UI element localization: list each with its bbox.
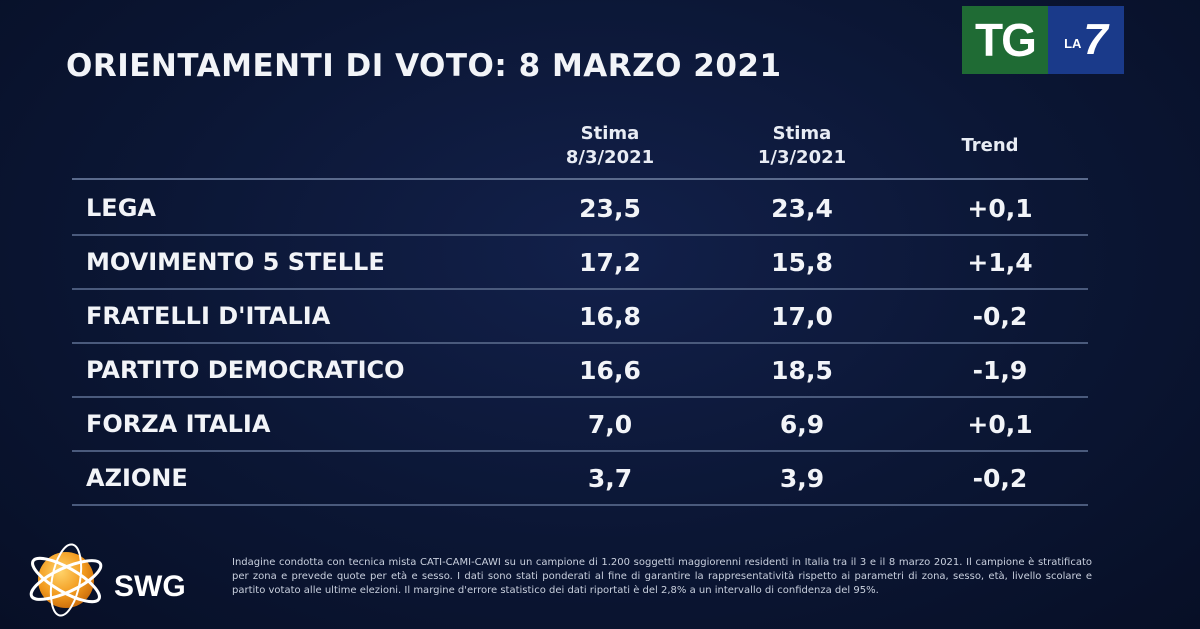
tg-la7-logo: TG LA 7 xyxy=(962,6,1124,74)
la7-logo-mark: LA 7 xyxy=(1048,6,1124,74)
value-stima-8-3: 17,2 xyxy=(579,248,641,277)
value-trend: -1,9 xyxy=(972,356,1028,385)
value-stima-8-3: 16,8 xyxy=(579,302,641,331)
swg-logo-text: SWG xyxy=(114,570,186,603)
table-row: FORZA ITALIA 7,0 6,9 +0,1 xyxy=(72,398,1088,452)
value-stima-1-3: 18,5 xyxy=(771,356,833,385)
value-stima-1-3: 15,8 xyxy=(771,248,833,277)
party-name: MOVIMENTO 5 STELLE xyxy=(86,248,385,276)
value-stima-8-3: 23,5 xyxy=(579,194,641,223)
la-logo-text: LA xyxy=(1064,35,1082,51)
header-divider xyxy=(72,178,1088,180)
value-stima-1-3: 3,9 xyxy=(779,464,825,493)
value-stima-8-3: 7,0 xyxy=(587,410,633,439)
table-row: MOVIMENTO 5 STELLE 17,2 15,8 +1,4 xyxy=(72,236,1088,290)
value-trend: +1,4 xyxy=(967,248,1033,277)
column-header-line1: Stima xyxy=(772,123,832,144)
value-trend: +0,1 xyxy=(967,410,1033,439)
value-stima-8-3: 16,6 xyxy=(579,356,641,385)
value-trend: +0,1 xyxy=(967,194,1033,223)
value-stima-1-3: 17,0 xyxy=(771,302,833,331)
column-header-line2: 1/3/2021 xyxy=(757,147,847,168)
table-row: AZIONE 3,7 3,9 -0,2 xyxy=(72,452,1088,506)
seven-logo-text: 7 xyxy=(1083,15,1108,64)
column-header-stima-1-3: Stima 1/3/2021 xyxy=(712,122,892,170)
value-trend: -0,2 xyxy=(972,302,1028,331)
page-title: ORIENTAMENTI DI VOTO: 8 MARZO 2021 xyxy=(66,48,782,84)
value-stima-1-3: 6,9 xyxy=(779,410,825,439)
party-name: LEGA xyxy=(86,194,156,222)
value-stima-1-3: 23,4 xyxy=(771,194,833,223)
column-header-trend: Trend xyxy=(900,134,1080,158)
swg-globe-icon xyxy=(29,543,103,617)
value-stima-8-3: 3,7 xyxy=(587,464,633,493)
table-row: FRATELLI D'ITALIA 16,8 17,0 -0,2 xyxy=(72,290,1088,344)
column-header-stima-8-3: Stima 8/3/2021 xyxy=(520,122,700,170)
party-name: FRATELLI D'ITALIA xyxy=(86,302,331,330)
party-name: PARTITO DEMOCRATICO xyxy=(86,356,405,384)
value-trend: -0,2 xyxy=(972,464,1028,493)
swg-logo: SWG xyxy=(24,543,224,618)
column-header-line1: Stima xyxy=(580,123,640,144)
party-name: AZIONE xyxy=(86,464,188,492)
methodology-note: Indagine condotta con tecnica mista CATI… xyxy=(232,557,1092,596)
party-name: FORZA ITALIA xyxy=(86,410,271,438)
column-header-line2: 8/3/2021 xyxy=(565,147,655,168)
table-row: PARTITO DEMOCRATICO 16,6 18,5 -1,9 xyxy=(72,344,1088,398)
table-row: LEGA 23,5 23,4 +0,1 xyxy=(72,182,1088,236)
column-header-line1: Trend xyxy=(961,135,1019,156)
tg-logo-mark: TG xyxy=(962,6,1048,74)
